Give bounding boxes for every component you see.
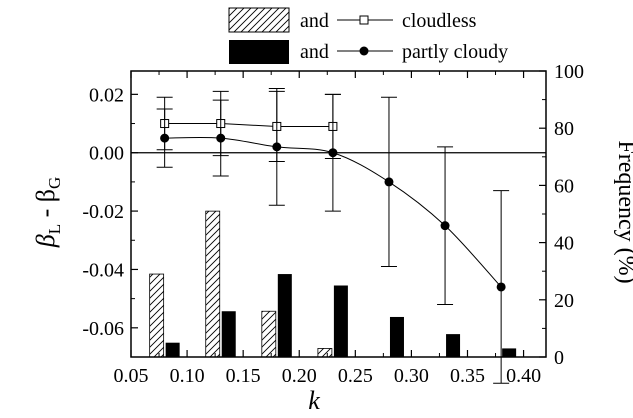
y-right-tick-label-5: 100 [554,61,584,83]
plot-frame [130,70,547,358]
legend-circle-marker [359,46,369,56]
x-tick-label-0: 0.05 [114,365,149,387]
x-tick-label-2: 0.15 [226,365,261,387]
y-left-tick-label-4: -0.06 [82,318,124,340]
y-left-tick-label-1: 0.00 [89,143,124,165]
x-tick-label-6: 0.35 [450,365,485,387]
marker-partly-cloudy-2 [272,142,282,152]
y-right-tick-label-4: 80 [554,118,574,140]
x-axis-title: k [308,386,320,415]
legend-label-cloudless: cloudless [402,10,477,32]
x-tick-label-4: 0.25 [338,365,373,387]
y-right-tick-label-2: 40 [554,233,574,255]
x-tick-label-3: 0.20 [282,365,317,387]
y-axis-left-sub-2: G [45,177,64,189]
bar-cloudless-1 [205,210,221,358]
legend-hatch-swatch [228,7,290,33]
marker-partly-cloudy-4 [384,177,394,187]
marker-partly-cloudy-3 [328,148,338,158]
marker-partly-cloudy-6 [496,282,506,292]
legend-square-marker [359,15,369,25]
bar-partly-cloudy-3 [333,285,348,357]
bar-partly-cloudy-1 [221,311,236,357]
legend: and cloudless and partly cloudy [228,7,508,64]
y-axis-left-mid: - β [31,189,60,224]
bar-cloudless-0 [149,273,165,358]
marker-partly-cloudy-5 [440,221,450,231]
y-axis-right-title: Frequency (%) [613,140,633,283]
marker-partly-cloudy-0 [160,133,170,143]
bar-layer [149,210,517,358]
tick-layer: 0.05 0.10 0.15 0.20 0.25 0.30 0.35 0.40 0.02 0.00… [82,61,584,387]
line-layer [156,88,510,384]
bar-cloudless-3 [317,348,333,358]
x-tick-label-5: 0.30 [394,365,429,387]
bar-cloudless-2 [261,310,277,358]
legend-connector-2: and [300,41,329,63]
y-right-tick-label-0: 0 [554,347,564,369]
bar-partly-cloudy-2 [277,274,292,357]
y-left-tick-label-3: -0.04 [82,259,124,281]
bar-partly-cloudy-4 [389,316,404,357]
legend-solid-swatch [229,40,289,64]
y-right-tick-label-3: 60 [554,175,574,197]
x-tick-label-1: 0.10 [170,365,205,387]
legend-connector-1: and [300,10,329,32]
x-tick-label-7: 0.40 [506,365,541,387]
series-line-cloudless [164,123,333,127]
bar-partly-cloudy-6 [502,348,517,357]
bar-partly-cloudy-0 [165,342,180,357]
legend-label-partly-cloudy: partly cloudy [402,41,508,63]
y-left-tick-label-0: 0.02 [89,84,124,106]
y-axis-left-sub-1: L [45,224,64,234]
marker-partly-cloudy-1 [216,133,226,143]
y-left-tick-label-2: -0.02 [82,201,124,223]
y-axis-left-title: βL - βG [31,177,64,249]
y-right-tick-label-1: 20 [554,290,574,312]
bar-partly-cloudy-5 [446,334,461,357]
y-axis-left-beta-1: β [31,234,60,248]
